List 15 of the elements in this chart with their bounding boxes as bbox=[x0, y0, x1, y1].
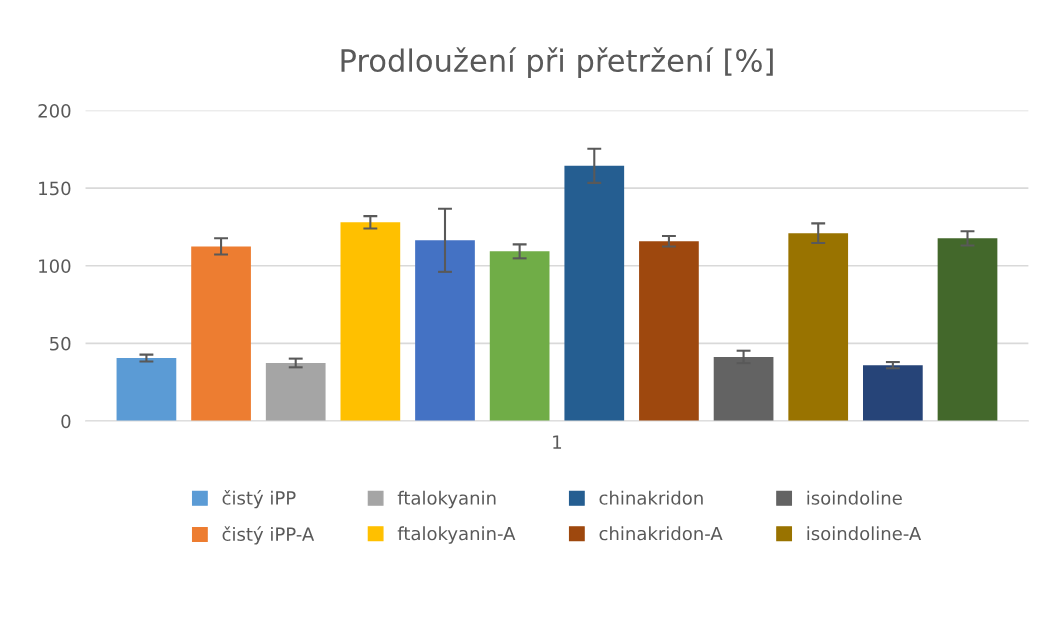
legend-label: ftalokyanin-A bbox=[397, 526, 516, 544]
legend-label: chinakridon-A bbox=[599, 526, 723, 541]
legend-label: chinakridon bbox=[599, 490, 703, 505]
legend-label: isoindoline-A bbox=[807, 526, 922, 541]
legend-label: čistý iPP-A bbox=[222, 526, 315, 545]
legend-label: ftalokyanin bbox=[397, 490, 496, 509]
y-tick-label: 0 bbox=[61, 414, 71, 429]
y-tick-label: 150 bbox=[39, 181, 71, 196]
legend-label: isoindoline bbox=[807, 490, 902, 505]
x-tick-label: 1 bbox=[553, 435, 562, 449]
y-tick-label: 50 bbox=[50, 336, 71, 351]
legend-label: čistý iPP bbox=[222, 490, 296, 509]
chart-title: Prodloužení při přetržení [%] bbox=[341, 47, 773, 78]
y-tick-label: 100 bbox=[39, 259, 71, 273]
y-tick-label: 200 bbox=[38, 104, 71, 118]
